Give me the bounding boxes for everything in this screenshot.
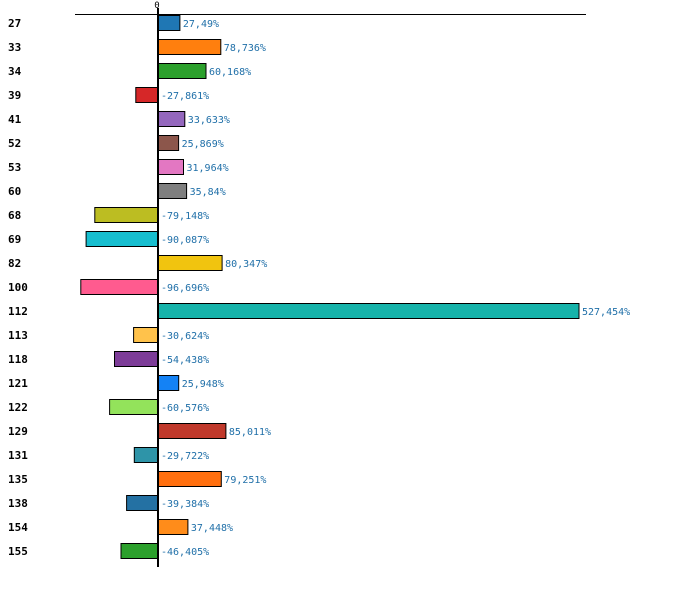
value-label: -39,384% — [161, 499, 209, 510]
category-label: 68 — [8, 209, 21, 222]
value-label: -96,696% — [161, 283, 209, 294]
value-labels-group: 27,49% 78,736% 60,168% -27,861% 33,633% 25,86… — [161, 19, 630, 558]
category-label: 131 — [8, 449, 28, 462]
category-label: 118 — [8, 353, 28, 366]
bar-122 — [109, 399, 159, 415]
category-label: 122 — [8, 401, 28, 414]
bar-138 — [126, 495, 159, 511]
category-label: 52 — [8, 137, 21, 150]
bar-118 — [114, 351, 159, 367]
value-label: 37,448% — [191, 523, 233, 534]
bar-33 — [157, 39, 222, 55]
bar-82 — [157, 255, 223, 271]
x-tick-label-zero: 0 — [154, 1, 159, 11]
category-label: 129 — [8, 425, 28, 438]
value-label: 85,011% — [229, 427, 271, 438]
value-label: 78,736% — [224, 43, 266, 54]
bar-131 — [133, 447, 159, 463]
value-label: 25,948% — [182, 379, 224, 390]
category-label: 60 — [8, 185, 21, 198]
category-label: 138 — [8, 497, 28, 510]
category-label: 53 — [8, 161, 21, 174]
bar-27 — [157, 15, 181, 31]
value-label: -60,576% — [161, 403, 209, 414]
bar-34 — [157, 63, 207, 79]
bars-group — [80, 15, 580, 559]
value-label: 527,454% — [582, 307, 630, 318]
value-label: 25,869% — [182, 139, 224, 150]
category-label: 39 — [8, 89, 21, 102]
bar-154 — [157, 519, 189, 535]
category-label: 41 — [8, 113, 22, 126]
category-label: 34 — [8, 65, 22, 78]
bar-53 — [157, 159, 184, 175]
bar-100 — [80, 279, 159, 295]
category-label: 155 — [8, 545, 28, 558]
category-label: 100 — [8, 281, 28, 294]
value-label: 60,168% — [209, 67, 251, 78]
bar-112 — [157, 303, 580, 319]
value-label: 35,84% — [190, 187, 226, 198]
category-label: 154 — [8, 521, 28, 534]
value-label: -90,087% — [161, 235, 209, 246]
bar-121 — [157, 375, 180, 391]
value-label: 27,49% — [183, 19, 219, 30]
value-label: 31,964% — [187, 163, 229, 174]
bar-39 — [135, 87, 159, 103]
bar-113 — [133, 327, 159, 343]
value-label: -46,405% — [161, 547, 209, 558]
category-label: 69 — [8, 233, 21, 246]
value-label: -29,722% — [161, 451, 209, 462]
bar-60 — [157, 183, 188, 199]
bar-129 — [157, 423, 227, 439]
value-label: 79,251% — [224, 475, 266, 486]
value-label: 33,633% — [188, 115, 230, 126]
category-label: 121 — [8, 377, 28, 390]
value-label: -27,861% — [161, 91, 209, 102]
bar-135 — [157, 471, 222, 487]
value-label: -79,148% — [161, 211, 209, 222]
category-label: 112 — [8, 305, 28, 318]
value-label: 80,347% — [225, 259, 267, 270]
bar-41 — [157, 111, 186, 127]
category-label: 135 — [8, 473, 28, 486]
category-label: 82 — [8, 257, 21, 270]
value-label: -54,438% — [161, 355, 209, 366]
bar-52 — [157, 135, 180, 151]
value-label: -30,624% — [161, 331, 209, 342]
bar-69 — [85, 231, 159, 247]
bar-155 — [120, 543, 159, 559]
category-label: 27 — [8, 17, 21, 30]
category-labels-group: 27 33 34 39 41 52 53 60 68 69 82 100 112 113 118 121 122… — [8, 17, 28, 558]
category-label: 113 — [8, 329, 28, 342]
bar-68 — [94, 207, 159, 223]
category-label: 33 — [8, 41, 21, 54]
